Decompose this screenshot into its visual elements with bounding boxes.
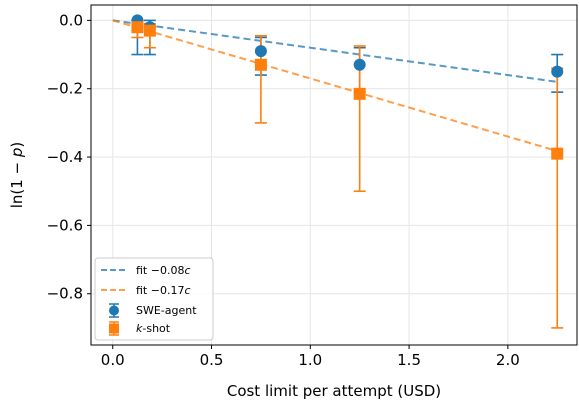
legend-series-0-label: SWE-agent <box>136 304 197 317</box>
data-point-1 <box>143 24 156 37</box>
x-tick-label: 0.5 <box>200 351 224 369</box>
data-markers <box>131 14 564 160</box>
data-point-0 <box>254 45 267 58</box>
legend-box <box>94 257 214 341</box>
data-point-0 <box>551 65 564 78</box>
x-tick-label: 1.5 <box>397 351 421 369</box>
y-axis-title: ln(1 − p) <box>8 142 26 209</box>
legend-fit-0-label: fit −0.08c <box>136 264 191 277</box>
fit-line-1 <box>112 19 558 153</box>
fit-line-0 <box>112 19 558 83</box>
plot-frame <box>90 4 578 346</box>
x-tick-label: 2.0 <box>496 351 520 369</box>
data-point-1 <box>254 58 267 71</box>
grid <box>91 5 577 345</box>
fit-lines <box>112 19 558 153</box>
y-tick-label: −0.8 <box>47 285 83 303</box>
y-tick-label: −0.6 <box>47 216 83 234</box>
x-axis-title: Cost limit per attempt (USD) <box>227 382 441 400</box>
data-point-1 <box>131 21 144 34</box>
y-tick-label: −0.4 <box>47 148 83 166</box>
legend-series-1-label: k-shot <box>136 322 171 335</box>
ticks: 0.0 0.5 1.0 1.5 2.0 0.0 −0.2 −0.4 −0.6 −0.8 <box>47 11 520 369</box>
legend-series-0-swatch <box>109 303 119 318</box>
y-tick-label: 0.0 <box>59 11 83 29</box>
data-point-0 <box>353 58 366 71</box>
data-point-1 <box>551 147 564 160</box>
legend-series-1-swatch <box>109 321 119 336</box>
x-tick-label: 0.0 <box>101 351 125 369</box>
data-point-1 <box>353 87 366 100</box>
legend: fit −0.08c fit −0.17c SWE-agent k-shot <box>94 257 214 341</box>
x-tick-label: 1.0 <box>298 351 322 369</box>
legend-fit-1-label: fit −0.17c <box>136 284 191 297</box>
y-tick-label: −0.2 <box>47 80 83 98</box>
